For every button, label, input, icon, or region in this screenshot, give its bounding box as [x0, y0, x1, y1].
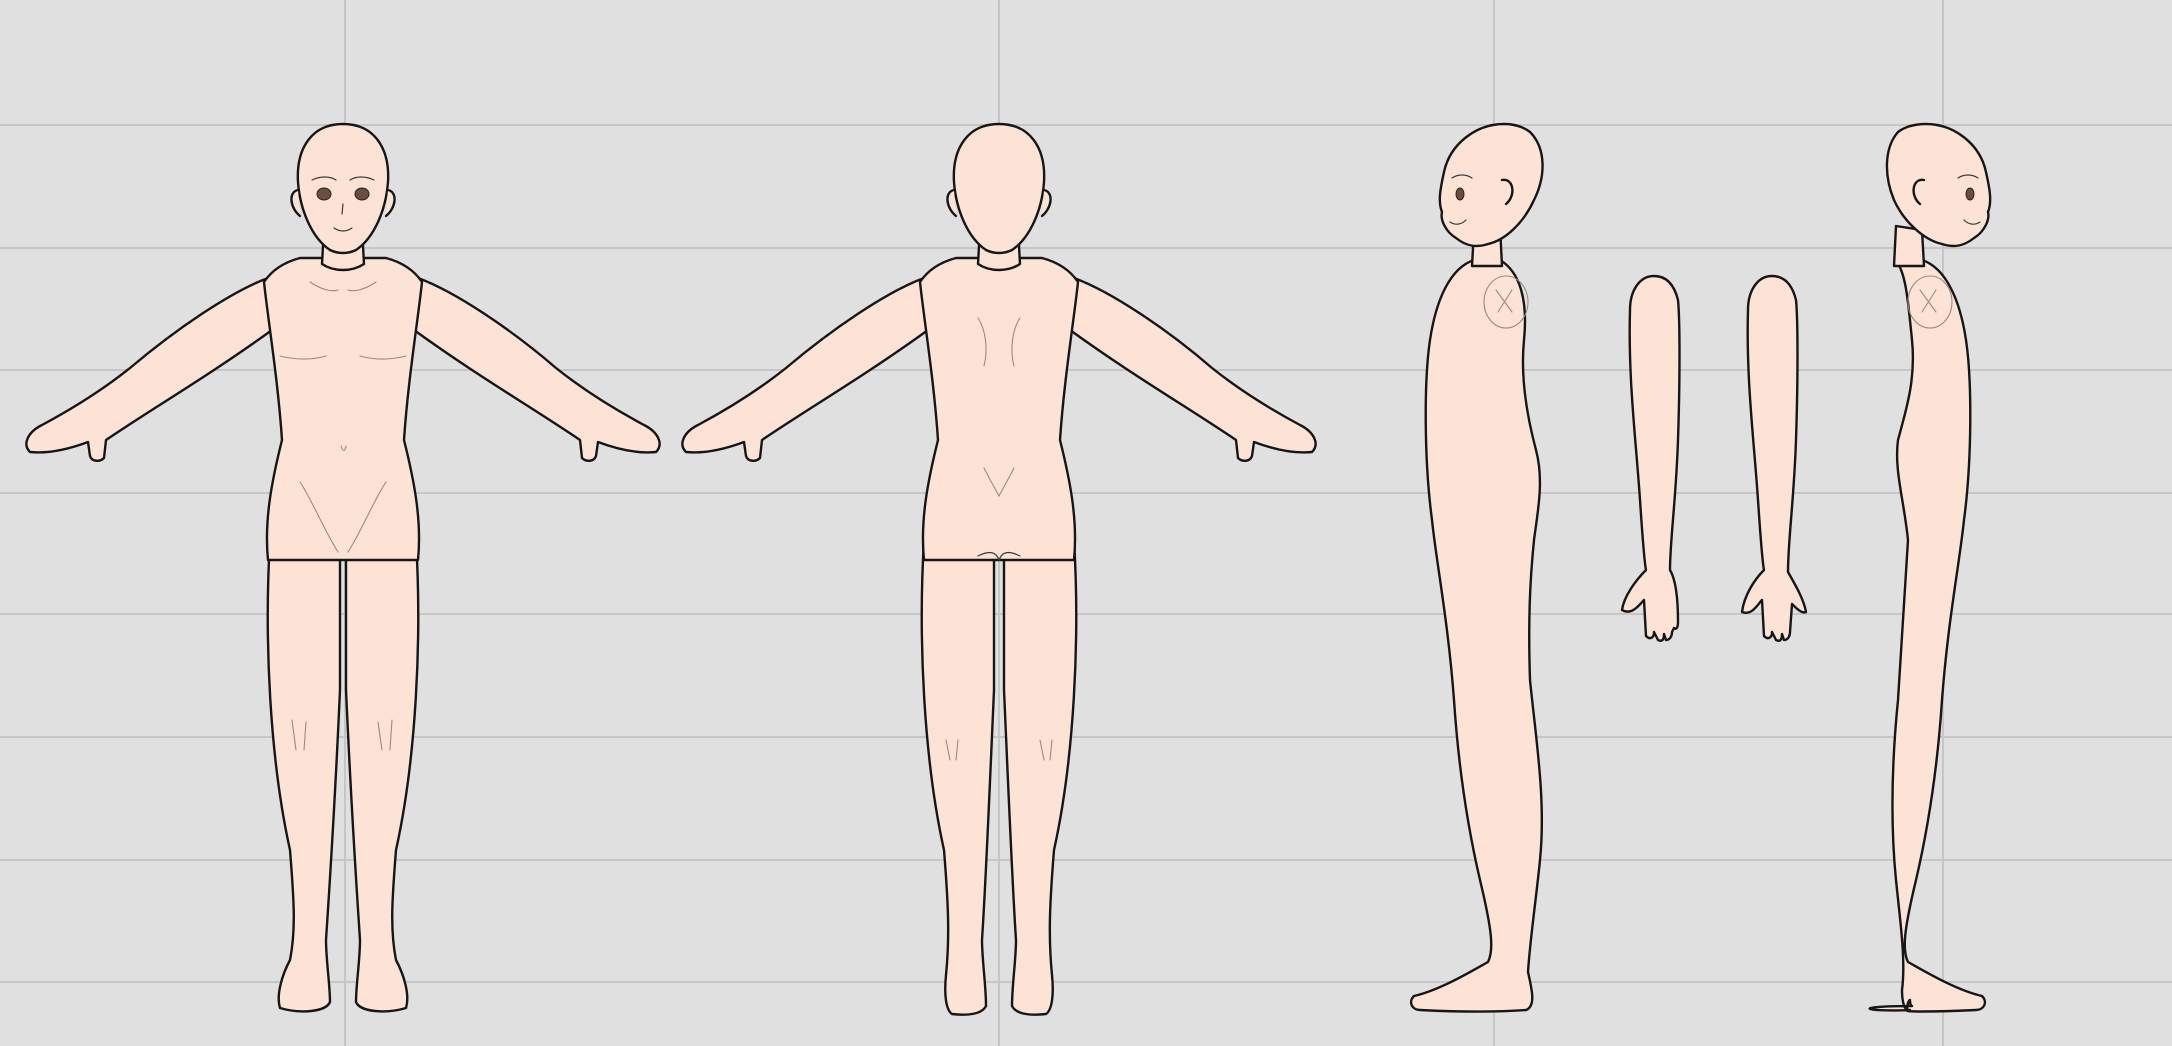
side-right-shoulder-joint [1907, 275, 1953, 329]
back-head [952, 122, 1046, 255]
side-right-neck [1892, 224, 1926, 268]
front-head [296, 122, 390, 255]
front-right-brow [349, 176, 375, 181]
side-left-shoulder-joint [1483, 275, 1529, 329]
front-left-eye [316, 187, 332, 201]
figure-back-view [681, 122, 1317, 1016]
front-nose [341, 203, 344, 215]
side-left-mouth [1449, 219, 1467, 225]
figure-side-view-left [1409, 122, 1544, 1013]
back-lower-spine [983, 467, 1015, 498]
front-right-arm [412, 276, 661, 462]
back-left-arm [681, 276, 930, 462]
side-left-eye [1455, 187, 1465, 201]
back-right-ear [1040, 188, 1052, 218]
back-torso [918, 256, 1080, 562]
front-right-eye [354, 187, 370, 201]
front-left-brow [311, 176, 337, 181]
side-left-shoulder-mark [1495, 289, 1513, 313]
back-glutes [977, 551, 1021, 562]
back-left-ear [946, 188, 958, 218]
front-chest-lines [279, 355, 407, 360]
front-collarbones [309, 281, 377, 292]
front-left-ear [290, 188, 302, 218]
front-mouth [333, 227, 353, 232]
front-left-leg [266, 538, 342, 1013]
arm-view-inner [1740, 274, 1808, 642]
side-left-brow [1451, 174, 1473, 179]
side-right-shoulder-mark [1919, 289, 1937, 313]
front-right-ear [384, 188, 396, 218]
back-left-leg [920, 538, 996, 1016]
back-right-arm [1068, 276, 1317, 462]
front-knee-lines [291, 719, 393, 751]
front-right-leg [344, 538, 420, 1013]
side-right-brow [1957, 174, 1979, 179]
back-right-leg [1002, 538, 1078, 1016]
side-right-head [1885, 122, 1992, 248]
front-hip-lines [299, 481, 387, 553]
figure-side-view-right [1868, 122, 1992, 1013]
figure-front-view [25, 122, 661, 1013]
front-torso [262, 256, 424, 562]
side-left-ear [1500, 178, 1514, 206]
back-knee-lines [945, 739, 1053, 761]
front-left-arm [25, 276, 274, 462]
side-right-eye [1965, 187, 1975, 201]
side-left-body [1409, 258, 1544, 1013]
arm-inner-shape [1740, 274, 1808, 642]
front-navel [340, 445, 347, 452]
arm-outer-shape [1620, 274, 1681, 642]
side-right-body [1868, 258, 1987, 1013]
arm-view-outer [1620, 274, 1681, 642]
side-right-mouth [1963, 219, 1981, 225]
back-shoulder-blades [977, 317, 1021, 367]
side-right-ear [1912, 178, 1926, 206]
side-left-head [1438, 122, 1544, 248]
